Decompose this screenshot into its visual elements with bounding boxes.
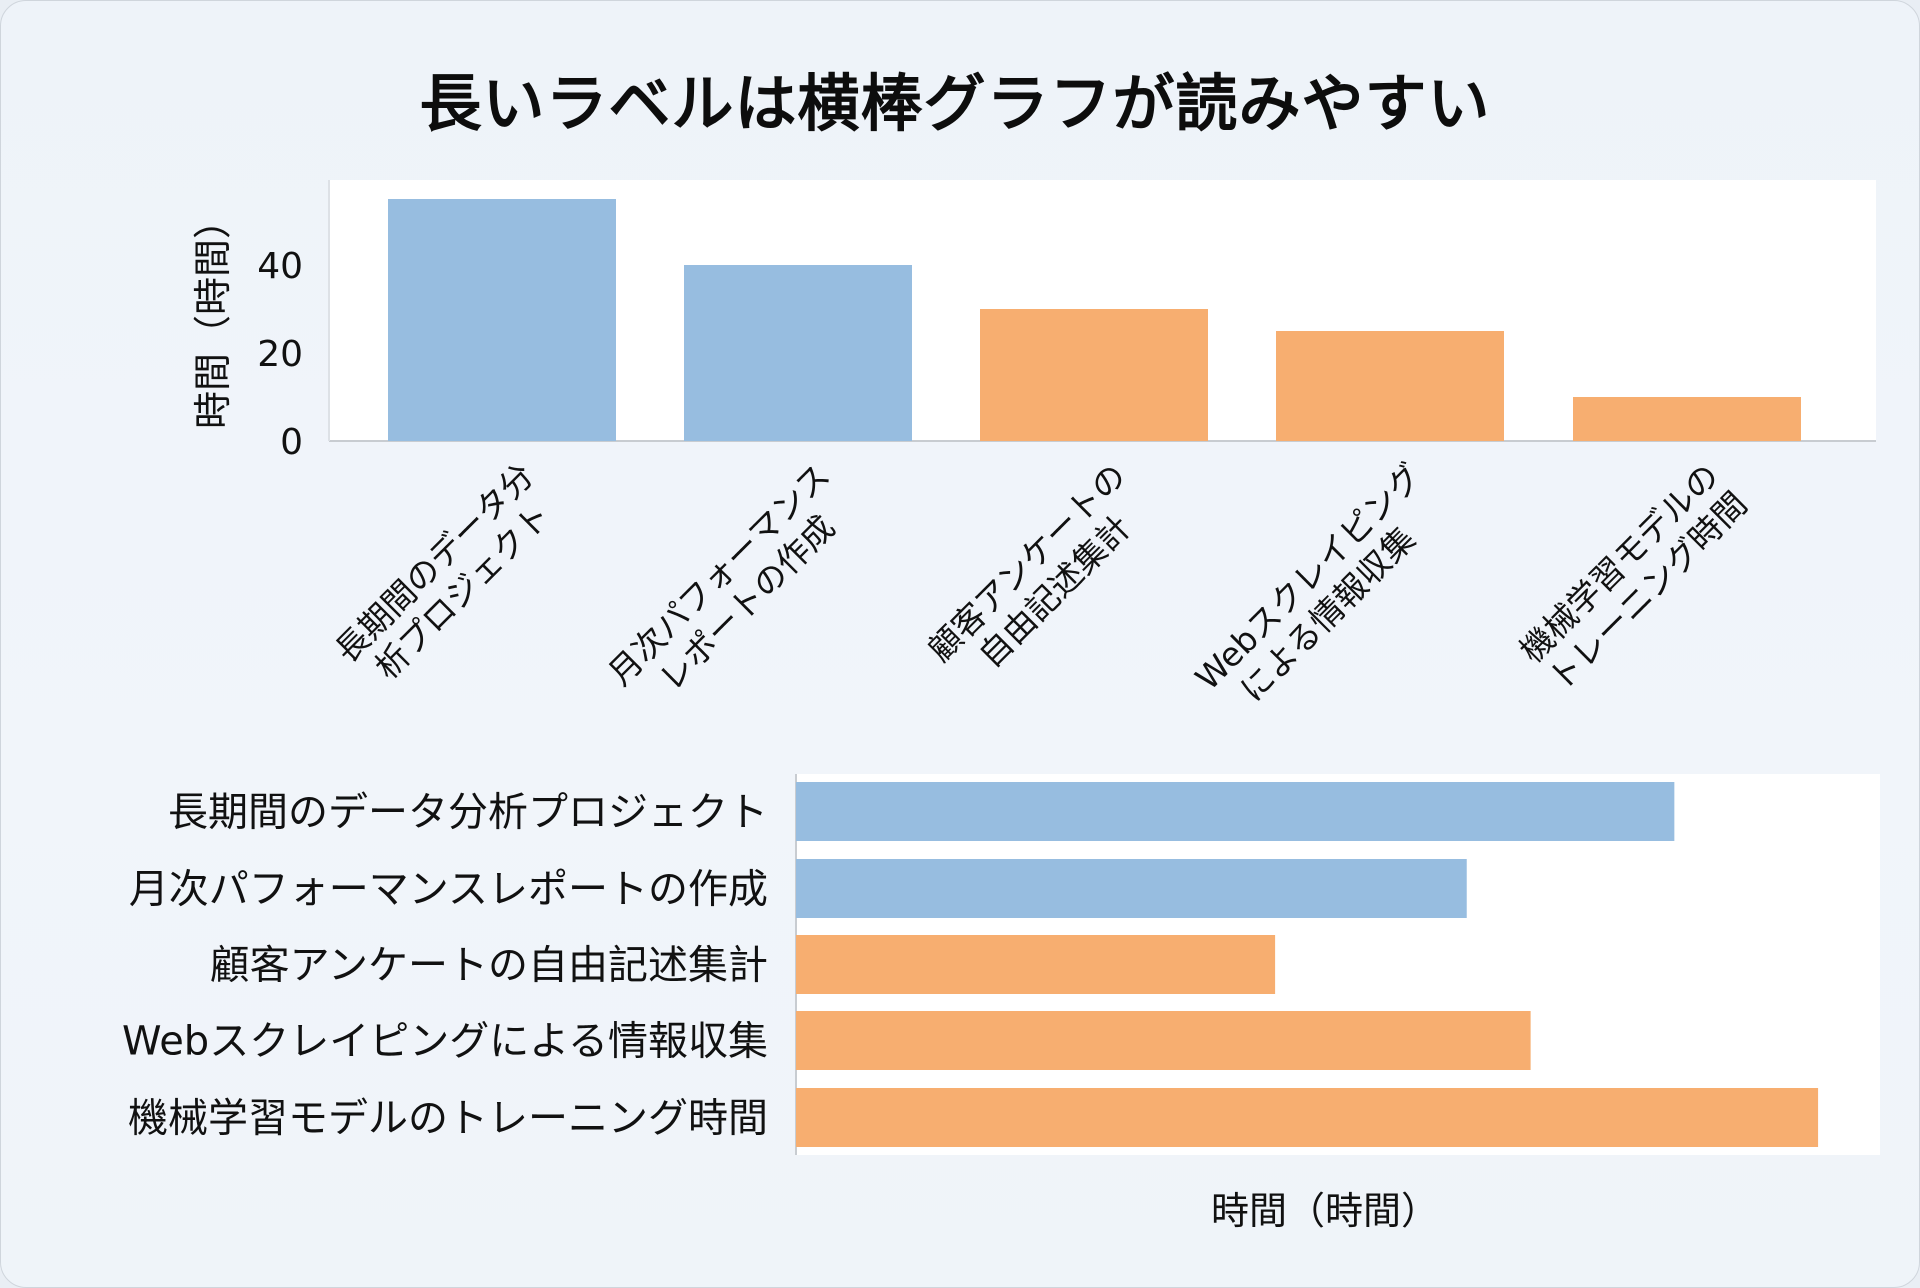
horizontal-category-label: 顧客アンケートの自由記述集計 — [210, 943, 768, 989]
vertical-category-label: 長期間のデータ分析プロジェクト — [327, 456, 558, 687]
vertical-category-label: 月次パフォーマンスレポートの作成 — [600, 456, 842, 699]
vertical-bar — [388, 199, 616, 441]
vertical-y-tick-label: 20 — [257, 334, 303, 375]
horizontal-x-axis-label: 時間（時間） — [1211, 1189, 1439, 1233]
vertical-bar-chart: 0 20 40 長期間のデータ分析プロジェクト 月次パフォーマンスレポートの作成 顧客ア… — [191, 180, 1876, 710]
vertical-category-label: Webスクレイピングによる情報収集 — [1188, 456, 1430, 710]
vertical-category-label: 機械学習モデルのトレーニング時間 — [1512, 456, 1755, 699]
vertical-category-label: 顧客アンケートの自由記述集計 — [920, 456, 1138, 675]
horizontal-category-label: 機械学習モデルのトレーニング時間 — [128, 1096, 768, 1142]
vertical-bar — [684, 265, 912, 441]
vertical-category-label-line: Webスクレイピング — [1188, 456, 1430, 698]
horizontal-category-label: Webスクレイピングによる情報収集 — [122, 1019, 768, 1065]
vertical-y-tick-label: 0 — [280, 422, 303, 463]
vertical-bar — [980, 309, 1208, 441]
vertical-y-tick-label: 40 — [257, 246, 303, 287]
horizontal-bar — [796, 935, 1276, 994]
horizontal-category-label: 長期間のデータ分析プロジェクト — [168, 790, 768, 836]
vertical-bar — [1573, 397, 1801, 441]
horizontal-bar — [796, 859, 1467, 918]
chart-title: 長いラベルは横棒グラフが読みやすい — [419, 67, 1491, 140]
horizontal-bar — [796, 782, 1675, 841]
horizontal-category-label: 月次パフォーマンスレポートの作成 — [129, 867, 768, 913]
vertical-bar — [1276, 331, 1504, 441]
horizontal-bar — [796, 1011, 1531, 1070]
vertical-y-axis-label: 時間（時間） — [191, 201, 235, 429]
horizontal-bar — [796, 1088, 1819, 1147]
horizontal-bar-chart: 長期間のデータ分析プロジェクト月次パフォーマンスレポートの作成顧客アンケートの自… — [122, 774, 1880, 1233]
